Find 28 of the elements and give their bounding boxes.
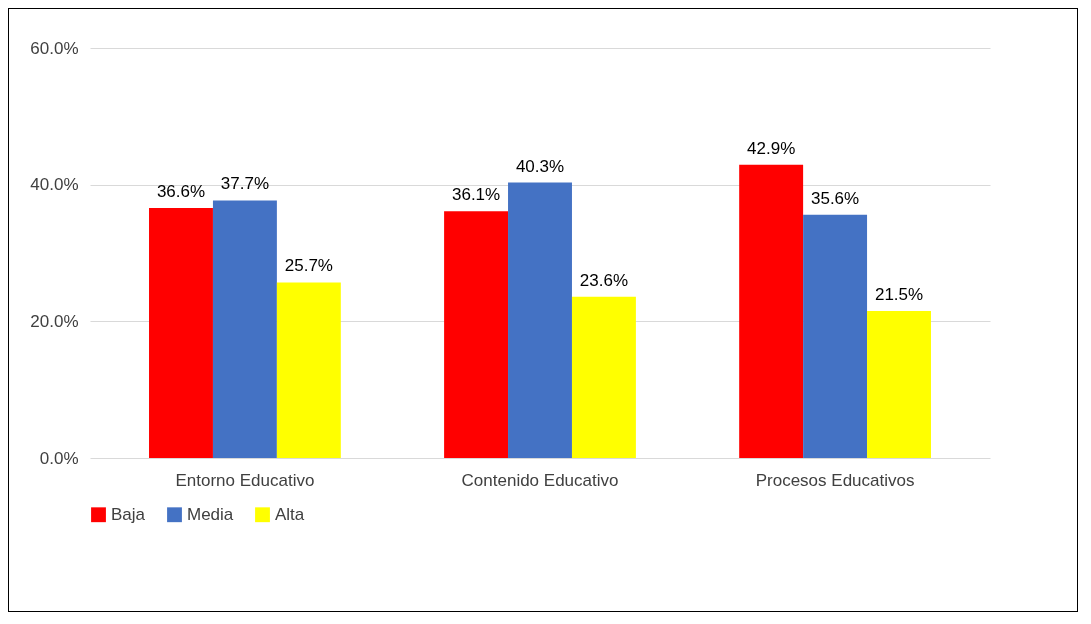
data-label: 25.7%	[284, 256, 333, 276]
legend-label: Baja	[111, 504, 146, 524]
y-tick-label: 0.0%	[39, 448, 79, 468]
data-label: 37.7%	[220, 174, 270, 194]
data-label: 36.1%	[451, 185, 501, 205]
x-tick-label: Contenido Educativo	[461, 470, 619, 490]
bar	[444, 211, 509, 458]
legend-label: Media	[187, 504, 234, 524]
data-label: 36.6%	[156, 181, 206, 201]
x-tick-label: Procesos Educativos	[755, 470, 915, 490]
bar	[149, 207, 213, 458]
bar	[212, 200, 277, 458]
data-label: 21.5%	[874, 285, 924, 305]
x-tick-label: Entorno Educativo	[175, 470, 315, 490]
data-label: 35.6%	[810, 188, 860, 208]
bar	[571, 296, 636, 458]
y-tick-label: 60.0%	[30, 38, 79, 58]
data-label: 42.9%	[747, 138, 796, 158]
bar	[508, 182, 572, 458]
bar	[739, 164, 804, 458]
y-tick-label: 20.0%	[30, 311, 79, 331]
data-label: 40.3%	[515, 156, 565, 176]
y-tick-label: 40.0%	[30, 175, 79, 195]
bar	[803, 214, 868, 458]
legend-label: Alta	[275, 504, 305, 524]
bar	[867, 311, 931, 458]
bar	[276, 282, 341, 458]
data-label: 23.6%	[579, 270, 629, 290]
